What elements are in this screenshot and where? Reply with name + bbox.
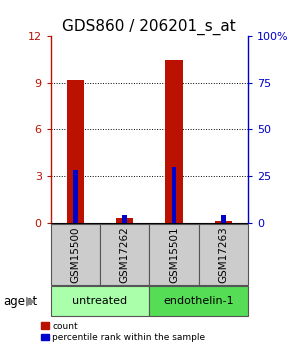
Bar <box>51 224 100 285</box>
Text: agent: agent <box>3 295 37 307</box>
Bar <box>165 59 183 223</box>
Bar <box>100 224 149 285</box>
Bar <box>221 215 226 223</box>
Title: GDS860 / 206201_s_at: GDS860 / 206201_s_at <box>62 19 236 35</box>
Text: GSM15500: GSM15500 <box>70 226 80 283</box>
Bar <box>51 286 149 316</box>
Legend: count, percentile rank within the sample: count, percentile rank within the sample <box>41 322 206 342</box>
Bar <box>149 224 199 285</box>
Text: endothelin-1: endothelin-1 <box>163 296 234 306</box>
Text: GSM15501: GSM15501 <box>169 226 179 283</box>
Bar <box>172 167 176 223</box>
Text: ▶: ▶ <box>26 295 35 307</box>
Bar <box>67 80 84 223</box>
Bar <box>73 170 78 223</box>
Bar <box>122 215 127 223</box>
Text: GSM17262: GSM17262 <box>120 226 130 283</box>
Text: GSM17263: GSM17263 <box>218 226 228 283</box>
Bar <box>149 286 248 316</box>
Bar <box>215 221 232 223</box>
Text: untreated: untreated <box>72 296 128 306</box>
Bar <box>116 218 133 223</box>
Bar <box>199 224 248 285</box>
